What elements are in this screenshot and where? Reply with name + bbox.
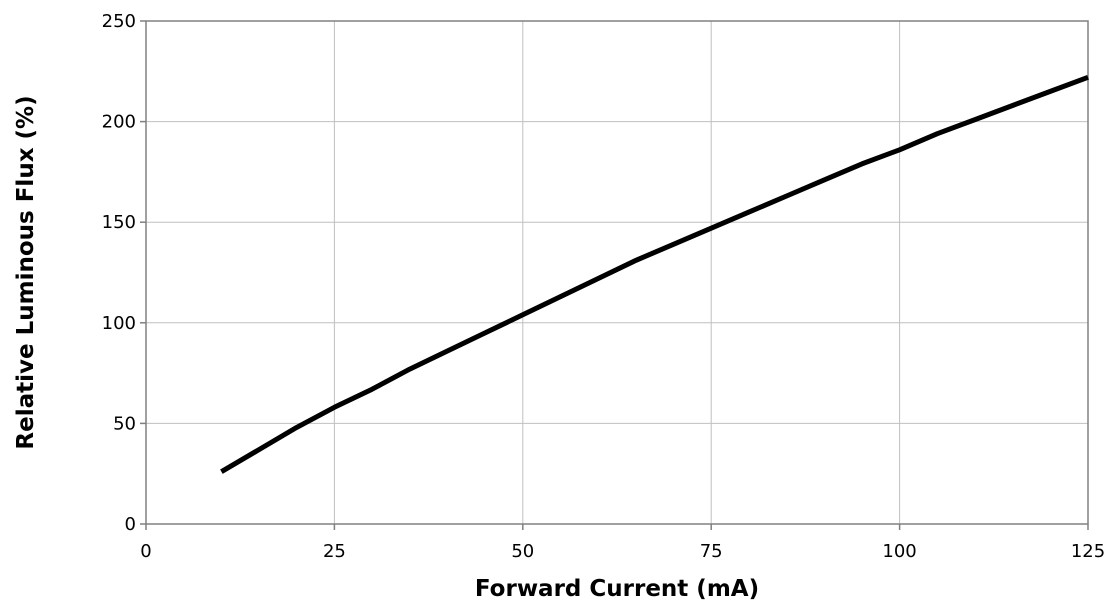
x-tick-label: 75	[700, 541, 723, 562]
y-tick-label: 50	[113, 413, 136, 434]
x-tick-label: 100	[882, 541, 916, 562]
y-axis-title: Relative Luminous Flux (%)	[13, 95, 39, 449]
x-tick-label: 50	[511, 541, 534, 562]
y-tick-label: 250	[102, 11, 136, 32]
x-tick-label: 0	[140, 541, 151, 562]
series-layer	[220, 74, 1089, 474]
grid-layer	[146, 21, 1088, 524]
plot-frame	[145, 20, 1089, 525]
x-tick-label: 125	[1071, 541, 1105, 562]
axis-layer	[140, 20, 1089, 530]
series-line-0	[220, 74, 1089, 474]
y-tick-label: 200	[102, 112, 136, 133]
y-tick-label: 100	[102, 313, 136, 334]
tick-label-layer: 0 25 50 75 100 125 0 50 100 150 200 250	[102, 11, 1106, 562]
x-axis-title: Forward Current (mA)	[475, 576, 759, 602]
y-tick-label: 150	[102, 212, 136, 233]
y-tick-label: 0	[125, 514, 136, 535]
x-tick-label: 25	[323, 541, 346, 562]
